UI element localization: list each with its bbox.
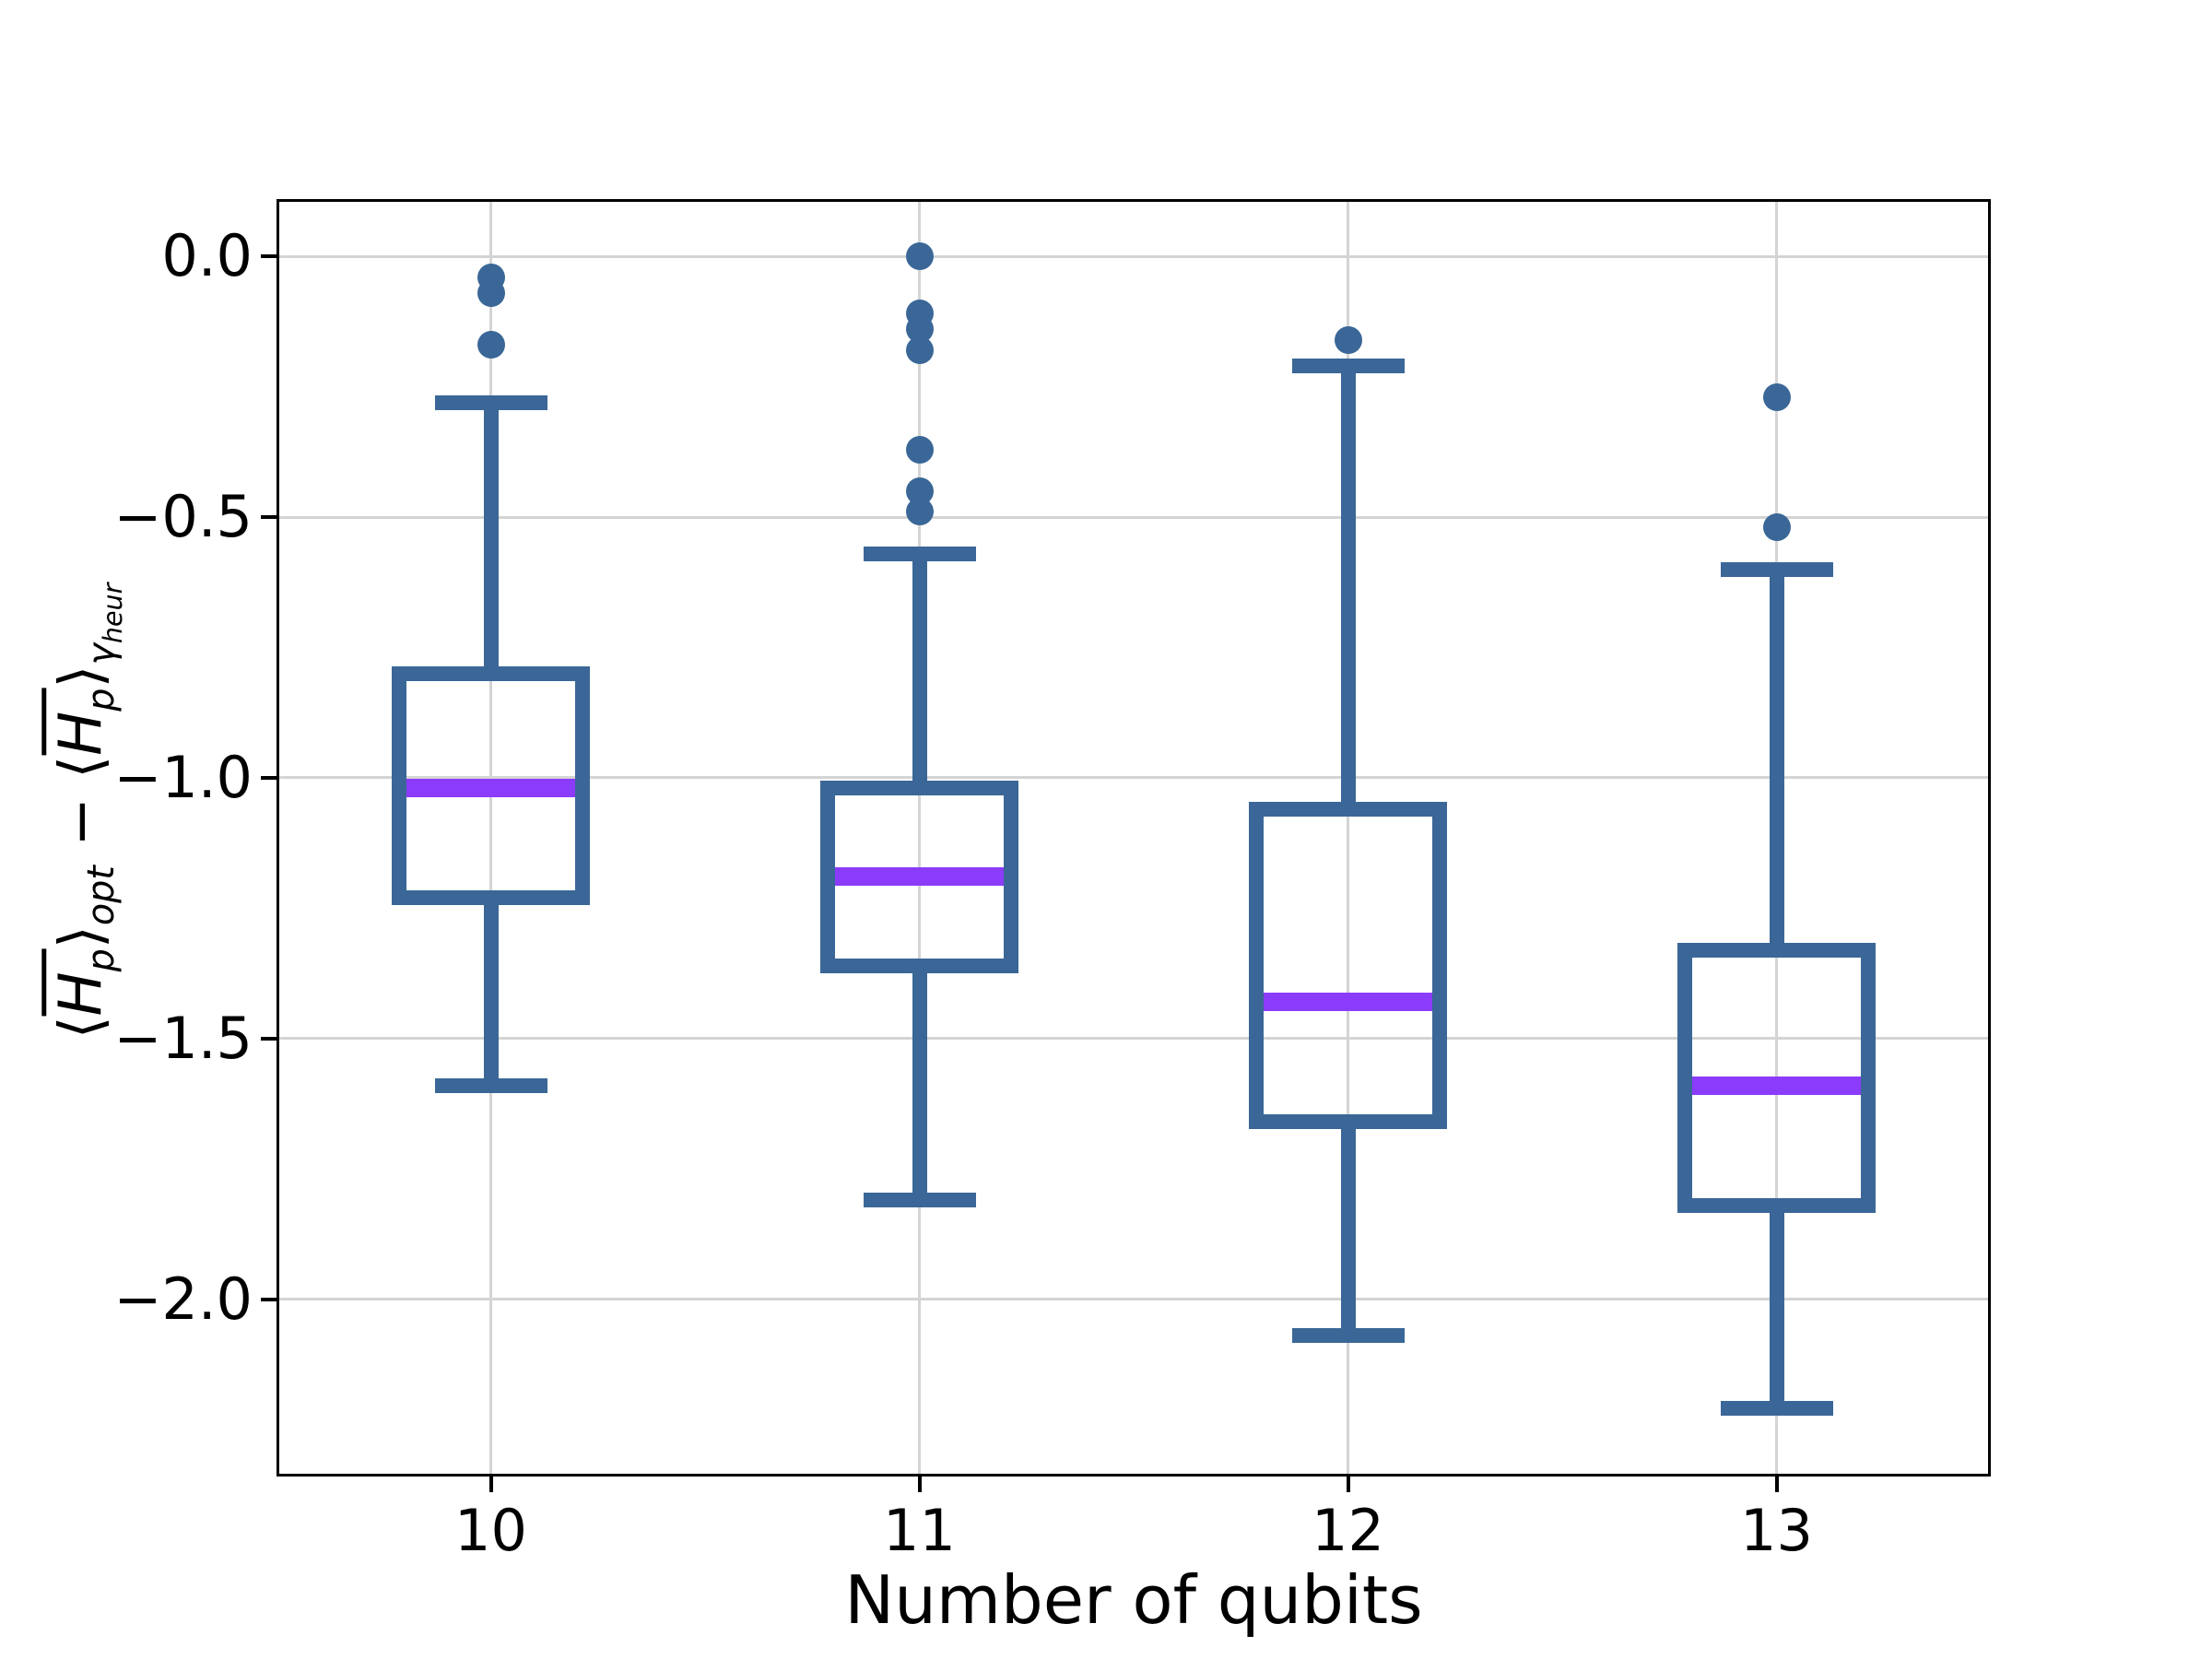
- y-tick-mark: [261, 1036, 276, 1041]
- median-line: [1692, 1076, 1861, 1095]
- median-line: [406, 779, 575, 798]
- outlier-dot: [905, 498, 934, 526]
- iqr-box: [392, 665, 590, 906]
- x-tick-mark: [488, 1477, 493, 1492]
- lower-whisker-cap: [434, 1077, 547, 1093]
- x-gridline: [489, 199, 492, 1477]
- upper-whisker: [1340, 366, 1356, 809]
- y-tick-label: −2.0: [113, 1265, 253, 1333]
- x-gridline: [1347, 199, 1349, 1477]
- y-gridline: [276, 254, 1991, 258]
- upper-whisker-cap: [863, 546, 976, 561]
- y-tick-mark: [261, 775, 276, 780]
- x-tick-mark: [917, 1477, 922, 1492]
- lower-whisker-cap: [863, 1193, 976, 1208]
- lower-whisker-cap: [1720, 1401, 1833, 1417]
- upper-whisker-cap: [1720, 561, 1833, 577]
- median-line: [1264, 993, 1432, 1012]
- x-tick-label: 10: [454, 1497, 527, 1564]
- y-gridline: [276, 1298, 1991, 1301]
- y-tick-mark: [261, 1297, 276, 1301]
- subscript-opt: opt: [80, 865, 124, 926]
- y-tick-label: 0.0: [161, 222, 253, 290]
- y-gridline: [276, 776, 1991, 780]
- angle-bracket-close-2: ⟩: [47, 665, 116, 688]
- median-line: [835, 867, 1004, 887]
- outlier-dot: [1762, 513, 1791, 542]
- outlier-dot: [905, 242, 934, 271]
- x-gridline: [918, 199, 921, 1477]
- y-gridline: [276, 1037, 1991, 1041]
- lower-whisker: [483, 898, 499, 1086]
- lower-whisker: [912, 965, 927, 1201]
- y-gridline: [276, 515, 1991, 519]
- y-tick-label: −1.5: [113, 1004, 253, 1072]
- lower-whisker: [1769, 1205, 1784, 1409]
- outlier-dot: [1762, 382, 1791, 411]
- plot-area: [276, 199, 1991, 1477]
- y-tick-label: −0.5: [113, 483, 253, 551]
- iqr-box: [1677, 942, 1876, 1213]
- upper-whisker-cap: [1291, 359, 1405, 374]
- outlier-dot: [905, 435, 934, 464]
- lower-whisker: [1340, 1122, 1356, 1336]
- upper-whisker: [483, 402, 499, 674]
- outlier-dot: [905, 336, 934, 365]
- upper-whisker: [1769, 569, 1784, 950]
- outlier-dot: [1334, 325, 1362, 354]
- y-tick-mark: [261, 254, 276, 259]
- subscript-gamma: γheur: [80, 582, 128, 665]
- x-tick-label: 11: [883, 1497, 956, 1564]
- upper-whisker-cap: [434, 394, 547, 410]
- x-tick-mark: [1774, 1477, 1779, 1492]
- upper-whisker: [912, 553, 927, 789]
- x-axis-label: Number of qubits: [844, 1561, 1423, 1639]
- y-tick-mark: [261, 515, 276, 520]
- iqr-box: [1249, 801, 1447, 1130]
- x-tick-label: 12: [1312, 1497, 1384, 1564]
- x-tick-mark: [1346, 1477, 1350, 1492]
- y-axis-label: ⟨Hp⟩opt − ⟨Hp⟩γheur: [41, 582, 128, 1039]
- y-tick-label: −1.0: [113, 743, 253, 811]
- x-tick-label: 13: [1740, 1497, 1813, 1564]
- iqr-box: [820, 781, 1018, 973]
- outlier-dot: [477, 331, 505, 359]
- outlier-dot: [477, 278, 505, 307]
- angle-bracket-close: ⟩: [47, 925, 116, 949]
- subscript-heur: heur: [96, 582, 128, 644]
- lower-whisker-cap: [1291, 1328, 1405, 1344]
